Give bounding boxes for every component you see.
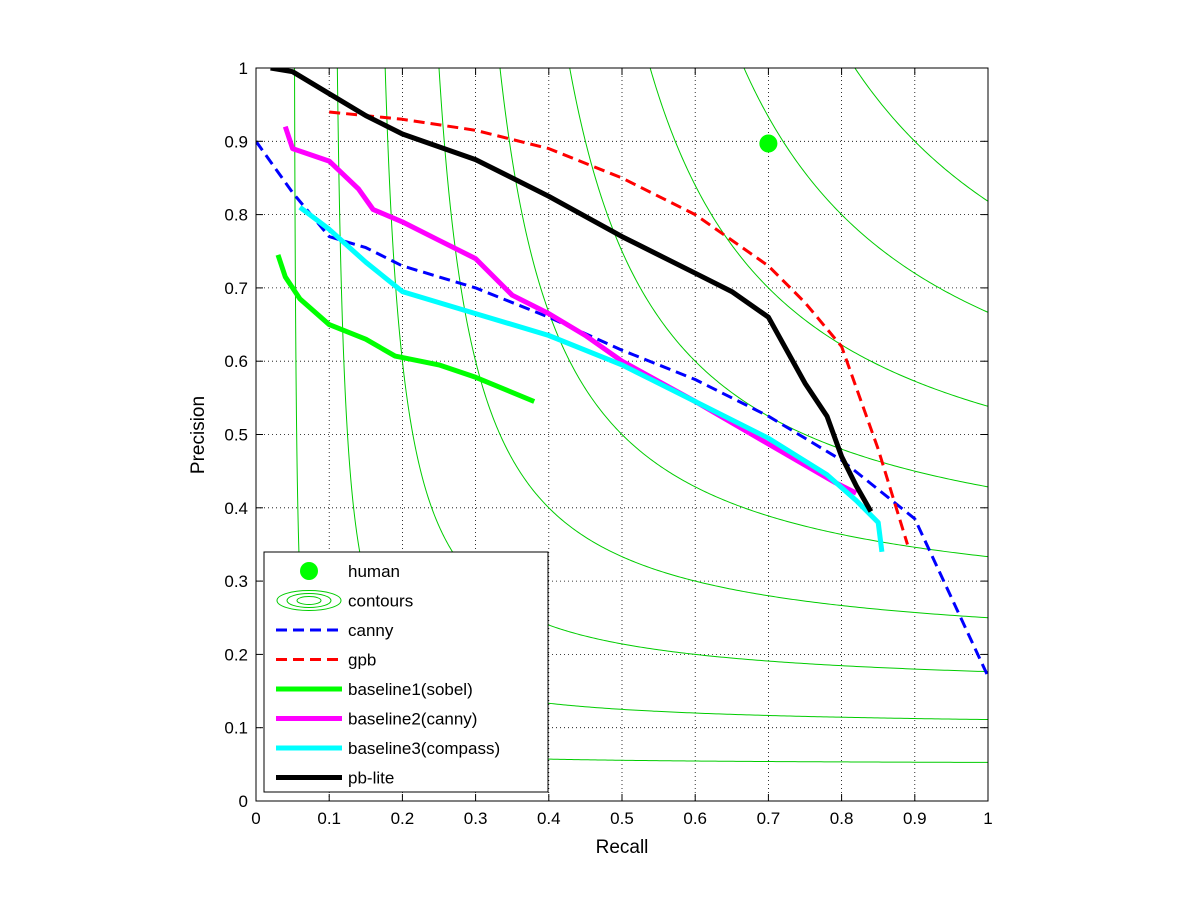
legend-label: baseline3(compass)	[348, 739, 500, 758]
legend-label: baseline1(sobel)	[348, 680, 473, 699]
y-tick-label: 0.7	[224, 279, 248, 298]
x-tick-label: 0.8	[830, 809, 854, 828]
x-tick-label: 0.1	[317, 809, 341, 828]
x-tick-label: 0.2	[391, 809, 415, 828]
x-tick-label: 0.3	[464, 809, 488, 828]
y-axis-label: Precision	[188, 396, 209, 474]
legend-label: contours	[348, 592, 413, 611]
iso-f-contour	[569, 68, 988, 488]
human-point	[759, 134, 778, 153]
legend-contour-icon	[296, 596, 322, 605]
x-axis-label: Recall	[596, 837, 649, 858]
legend-label: gpb	[348, 651, 376, 670]
legend-label: pb-lite	[348, 769, 394, 788]
y-tick-label: 0	[239, 792, 248, 811]
legend-label: canny	[348, 621, 394, 640]
y-tick-label: 1	[239, 59, 248, 78]
iso-f-contour	[649, 68, 988, 407]
series-line-baseline3-compass-	[298, 205, 885, 553]
x-tick-label: 0	[251, 809, 260, 828]
y-tick-label: 0.2	[224, 645, 248, 664]
y-tick-label: 0.1	[224, 719, 248, 738]
legend-label: baseline2(canny)	[348, 710, 477, 729]
x-tick-label: 0.5	[610, 809, 634, 828]
legend: human contours canny gpb baseline1(sobel) bas…	[263, 551, 549, 793]
series-layer	[256, 68, 988, 678]
legend-box	[263, 551, 549, 793]
legend-contour-icon	[276, 590, 342, 611]
series-line-gpb	[329, 110, 909, 545]
x-tick-label: 1	[983, 809, 992, 828]
y-tick-label: 0.8	[224, 206, 248, 225]
legend-human-marker	[300, 562, 318, 580]
y-tick-label: 0.6	[224, 352, 248, 371]
iso-f-contour	[854, 68, 988, 202]
x-tick-label: 0.9	[903, 809, 927, 828]
axis-ticks: 0 0.1 0.2 0.3 0.4 0.5 0.6 0.7 0.8 0.9 1 0 0.1 0.2 0.3 0…	[224, 59, 992, 828]
series-line-baseline1-sobel-	[275, 254, 536, 404]
x-tick-label: 0.4	[537, 809, 561, 828]
y-tick-label: 0.9	[224, 132, 248, 151]
y-tick-label: 0.5	[224, 426, 248, 445]
y-tick-label: 0.4	[224, 499, 248, 518]
x-tick-label: 0.6	[683, 809, 707, 828]
legend-contour-icon	[286, 593, 332, 608]
series-line-pb-lite	[270, 68, 874, 513]
iso-f-contour	[438, 68, 988, 619]
series-line-baseline2-canny-	[282, 125, 858, 496]
y-tick-label: 0.3	[224, 572, 248, 591]
x-tick-label: 0.7	[757, 809, 781, 828]
iso-f-contour	[743, 68, 988, 313]
legend-label: human	[348, 562, 400, 581]
